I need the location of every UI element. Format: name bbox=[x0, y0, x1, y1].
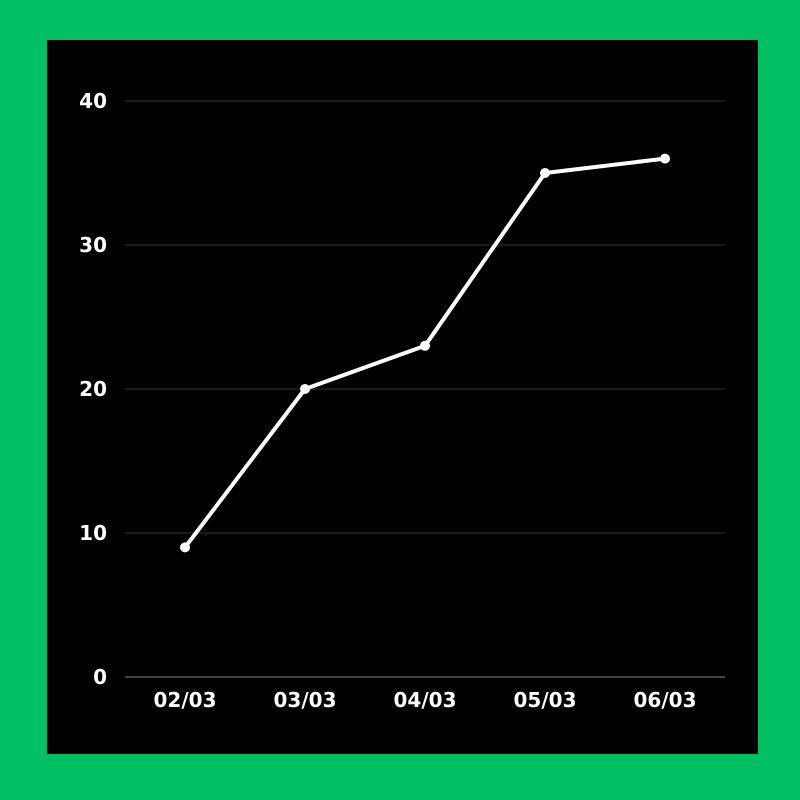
y-tick-label: 0 bbox=[93, 665, 107, 689]
line-chart: 0 10 20 30 40 02/03 03/03 04/03 05/03 06/03 bbox=[79, 89, 725, 712]
x-tick-label: 04/03 bbox=[394, 688, 457, 712]
x-tick-label: 05/03 bbox=[514, 688, 577, 712]
data-point bbox=[540, 168, 550, 178]
y-tick-label: 20 bbox=[79, 377, 107, 401]
y-tick-label: 10 bbox=[79, 521, 107, 545]
series-line bbox=[183, 156, 667, 550]
x-tick-label: 03/03 bbox=[274, 688, 337, 712]
data-point bbox=[420, 340, 430, 351]
chart-panel: 0 10 20 30 40 02/03 03/03 04/03 05/03 06/03 bbox=[47, 40, 758, 754]
data-point bbox=[180, 542, 190, 553]
data-point bbox=[300, 384, 310, 394]
data-point bbox=[660, 153, 670, 164]
x-tick-label: 02/03 bbox=[154, 688, 217, 712]
y-tick-label: 40 bbox=[79, 89, 107, 113]
y-tick-label: 30 bbox=[79, 233, 107, 257]
x-tick-label: 06/03 bbox=[634, 688, 697, 712]
